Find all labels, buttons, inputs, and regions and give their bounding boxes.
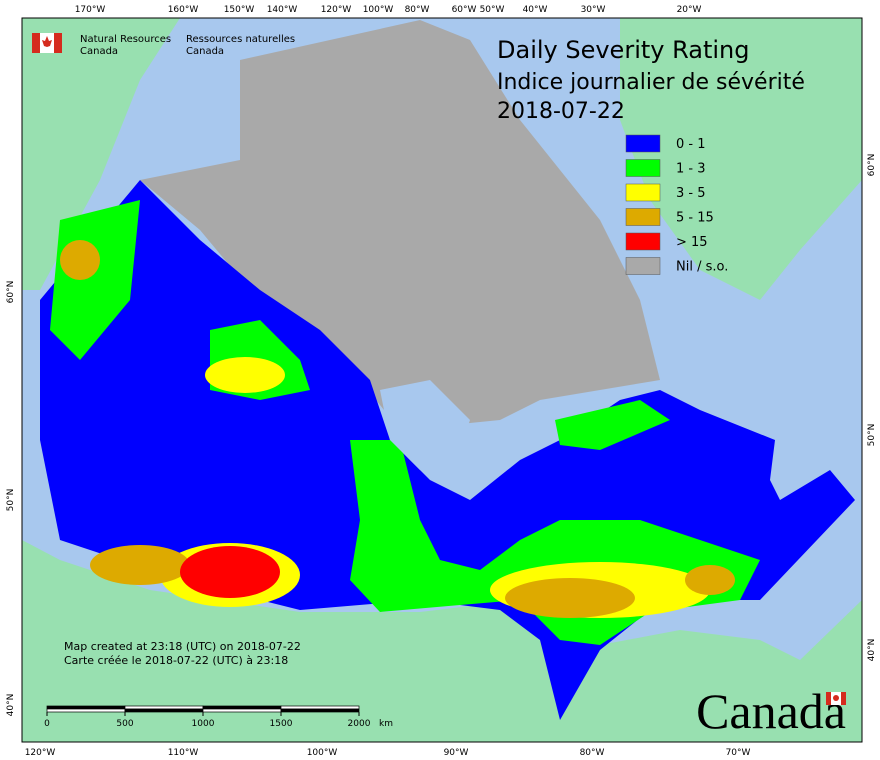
graticule-label: 100°W xyxy=(307,748,338,758)
graticule-label: 70°W xyxy=(726,748,751,758)
legend-swatch xyxy=(625,183,661,202)
graticule-label: 50°N xyxy=(867,424,877,447)
flag-band xyxy=(54,33,62,53)
graticule-label: 170°W xyxy=(75,5,106,15)
title: Daily Severity Rating xyxy=(497,36,749,64)
flag-band xyxy=(32,33,40,53)
scale-segment xyxy=(202,708,282,713)
org-en: Natural Resources xyxy=(80,34,171,45)
wordmark-flag xyxy=(826,692,846,705)
united-states xyxy=(22,540,862,742)
graticule-label: 40°N xyxy=(6,694,16,717)
hudson-bay xyxy=(380,380,470,480)
severity-very-high xyxy=(685,565,735,595)
graticule-label: 50°N xyxy=(6,489,16,512)
graticule-label: 60°N xyxy=(867,154,877,177)
scale-label: 500 xyxy=(116,719,133,729)
scale-segment xyxy=(46,708,126,713)
legend-label: Nil / s.o. xyxy=(676,260,728,275)
wordmark: Canada xyxy=(696,683,846,739)
graticule-label: 140°W xyxy=(267,5,298,15)
credit: Carte créée le 2018-07-22 (UTC) à 23:18 xyxy=(64,654,288,667)
org-fr: Canada xyxy=(186,46,224,57)
scale-label: 1500 xyxy=(270,719,293,729)
graticule-label: 40°N xyxy=(867,639,877,662)
org-fr: Ressources naturelles xyxy=(186,34,295,45)
scale-segment xyxy=(124,708,204,713)
logo xyxy=(32,33,62,53)
scale-segment xyxy=(46,705,126,710)
frame-border xyxy=(21,17,863,743)
severity-high xyxy=(205,357,285,393)
legend-swatch xyxy=(625,208,661,226)
maple-leaf xyxy=(833,695,839,701)
graticule-label: 120°W xyxy=(321,5,352,15)
graticule-label: 60°W xyxy=(452,5,477,15)
graticule-label: 50°W xyxy=(480,5,505,15)
arctic-nil xyxy=(140,20,660,430)
graticule-label: 150°W xyxy=(224,5,255,15)
graticule-label: 80°W xyxy=(580,748,605,758)
graticule-label: 100°W xyxy=(363,5,394,15)
scale-segment xyxy=(280,705,360,710)
legend-swatch xyxy=(625,232,661,251)
graticule-label: 60°N xyxy=(6,281,16,304)
legend-swatch xyxy=(625,159,661,177)
credit: Map created at 23:18 (UTC) on 2018-07-22 xyxy=(64,640,301,653)
severity-very-high xyxy=(505,578,635,618)
legend-swatch xyxy=(625,134,661,153)
graticule-label: 120°W xyxy=(25,748,56,758)
graticule-label: 30°W xyxy=(581,5,606,15)
legend-swatch xyxy=(625,257,661,275)
scale-label: 1000 xyxy=(192,719,215,729)
org-en: Canada xyxy=(80,46,118,57)
scale-unit: km xyxy=(379,719,393,729)
severity-moderate xyxy=(555,400,670,450)
severity-very-high xyxy=(90,545,190,585)
graticule-label: 160°W xyxy=(168,5,199,15)
flag-band xyxy=(841,692,846,705)
graticule-label: 110°W xyxy=(168,748,199,758)
graticule-label: 80°W xyxy=(405,5,430,15)
scale-label: 2000 xyxy=(348,719,371,729)
graticule-label: 20°W xyxy=(677,5,702,15)
legend-label: 5 - 15 xyxy=(676,211,714,226)
scale-label: 0 xyxy=(44,719,50,729)
flag-band xyxy=(826,692,831,705)
map-frame xyxy=(21,17,863,743)
title: Indice journalier de sévérité xyxy=(497,70,805,95)
scale-segment xyxy=(280,708,360,713)
legend-label: 0 - 1 xyxy=(676,137,706,152)
legend-label: 3 - 5 xyxy=(676,186,706,201)
severity-very-high xyxy=(60,240,100,280)
greenland xyxy=(620,18,862,300)
graticule-label: 90°W xyxy=(444,748,469,758)
maple-leaf xyxy=(42,36,52,47)
legend-label: 1 - 3 xyxy=(676,162,706,177)
scale-segment xyxy=(124,705,204,710)
title: 2018-07-22 xyxy=(497,99,625,124)
graticule-label: 40°W xyxy=(523,5,548,15)
legend-label: > 15 xyxy=(676,235,708,250)
severity-extreme xyxy=(180,546,280,598)
scale-segment xyxy=(202,705,282,710)
severity-moderate xyxy=(50,200,140,360)
